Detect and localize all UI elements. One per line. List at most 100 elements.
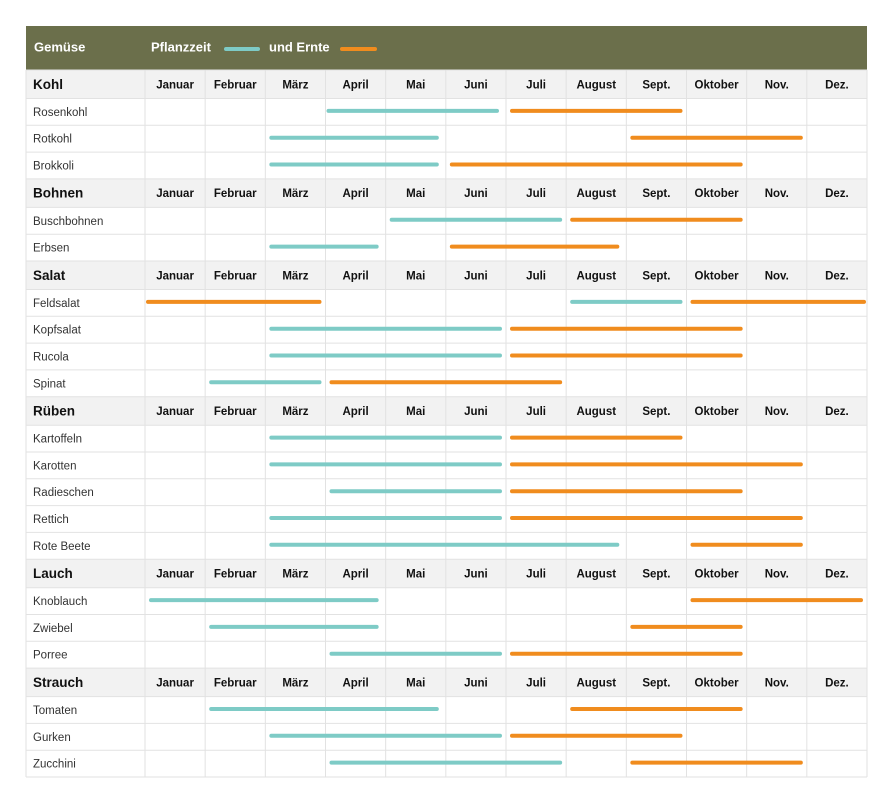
month-label: April <box>342 270 368 282</box>
vegetable-label: Radieschen <box>33 487 94 499</box>
month-label: April <box>342 677 368 689</box>
month-label: Oktober <box>695 677 740 689</box>
header-bar <box>26 26 867 70</box>
month-label: Februar <box>214 270 257 282</box>
month-label: April <box>342 406 368 418</box>
month-label: Februar <box>214 188 257 200</box>
month-label: Juli <box>526 568 546 580</box>
month-label: Nov. <box>765 188 789 200</box>
group-header-row <box>26 178 867 208</box>
vegetable-label: Kartoffeln <box>33 434 82 446</box>
group-title: Strauch <box>33 675 83 690</box>
month-label: Januar <box>156 568 194 580</box>
month-label: August <box>576 406 616 418</box>
vegetable-label: Tomaten <box>33 705 77 717</box>
group-header-row <box>26 70 867 99</box>
month-label: Juni <box>464 406 488 418</box>
month-label: Nov. <box>765 677 789 689</box>
month-label: Mai <box>406 677 425 689</box>
vegetable-label: Erbsen <box>33 243 69 255</box>
group-header-row <box>26 396 867 426</box>
header-column-title: Gemüse <box>34 39 85 54</box>
month-label: Sept. <box>642 270 670 282</box>
month-label: Sept. <box>642 677 670 689</box>
month-label: Juli <box>526 677 546 689</box>
month-label: Dez. <box>825 568 849 580</box>
vegetable-label: Karotten <box>33 460 76 472</box>
month-label: Sept. <box>642 406 670 418</box>
group-title: Bohnen <box>33 186 83 201</box>
month-label: März <box>282 677 308 689</box>
vegetable-label: Buschbohnen <box>33 216 103 228</box>
month-label: Juli <box>526 188 546 200</box>
month-label: Oktober <box>695 188 740 200</box>
month-label: März <box>282 568 308 580</box>
month-label: Februar <box>214 677 257 689</box>
vegetable-label: Rote Beete <box>33 541 91 553</box>
month-label: Oktober <box>695 568 740 580</box>
month-label: Dez. <box>825 406 849 418</box>
month-label: Oktober <box>695 406 740 418</box>
month-label: Juni <box>464 568 488 580</box>
month-label: April <box>342 568 368 580</box>
month-label: April <box>342 79 368 91</box>
vegetable-label: Rosenkohl <box>33 107 87 119</box>
group-title: Rüben <box>33 404 75 419</box>
month-label: Januar <box>156 79 194 91</box>
month-label: August <box>576 677 616 689</box>
vegetable-label: Zucchini <box>33 759 76 771</box>
month-label: Sept. <box>642 188 670 200</box>
month-label: Juli <box>526 79 546 91</box>
month-label: Juni <box>464 188 488 200</box>
month-label: August <box>576 270 616 282</box>
month-label: Januar <box>156 677 194 689</box>
group-header-row <box>26 668 867 697</box>
month-label: Dez. <box>825 188 849 200</box>
month-label: Mai <box>406 270 425 282</box>
month-label: Juni <box>464 79 488 91</box>
vegetable-label: Rettich <box>33 514 69 526</box>
month-label: Mai <box>406 568 425 580</box>
vegetable-label: Zwiebel <box>33 623 73 635</box>
month-label: Februar <box>214 406 257 418</box>
group-header-row <box>26 559 867 588</box>
month-label: Sept. <box>642 79 670 91</box>
month-label: Dez. <box>825 677 849 689</box>
month-label: Juni <box>464 677 488 689</box>
month-label: Nov. <box>765 568 789 580</box>
vegetable-label: Gurken <box>33 732 71 744</box>
month-label: August <box>576 79 616 91</box>
month-label: Nov. <box>765 79 789 91</box>
month-label: März <box>282 270 308 282</box>
legend-harvest-label: und Ernte <box>269 39 330 54</box>
month-label: Mai <box>406 406 425 418</box>
month-label: März <box>282 188 308 200</box>
vegetable-label: Porree <box>33 650 68 662</box>
month-label: Mai <box>406 188 425 200</box>
month-label: Juli <box>526 406 546 418</box>
month-label: Nov. <box>765 406 789 418</box>
month-label: Februar <box>214 568 257 580</box>
month-label: Nov. <box>765 270 789 282</box>
vegetable-label: Spinat <box>33 378 66 390</box>
month-label: August <box>576 568 616 580</box>
group-title: Kohl <box>33 77 63 92</box>
vegetable-label: Feldsalat <box>33 298 80 310</box>
month-label: Sept. <box>642 568 670 580</box>
group-title: Lauch <box>33 566 73 581</box>
month-label: April <box>342 188 368 200</box>
month-label: Dez. <box>825 270 849 282</box>
month-label: März <box>282 79 308 91</box>
vegetable-label: Kopfsalat <box>33 325 82 337</box>
month-label: Februar <box>214 79 257 91</box>
month-label: Oktober <box>695 270 740 282</box>
month-label: März <box>282 406 308 418</box>
month-label: Januar <box>156 270 194 282</box>
month-label: Dez. <box>825 79 849 91</box>
month-label: Januar <box>156 406 194 418</box>
vegetable-label: Brokkoli <box>33 161 74 173</box>
group-header-row <box>26 261 867 290</box>
group-title: Salat <box>33 268 66 283</box>
month-label: August <box>576 188 616 200</box>
